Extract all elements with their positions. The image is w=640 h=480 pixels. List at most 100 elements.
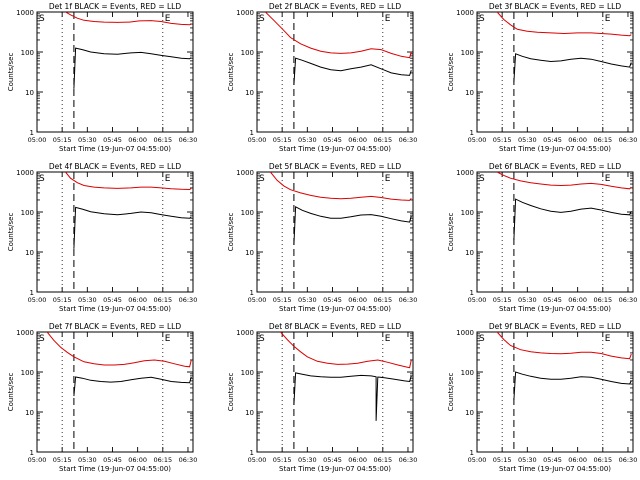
x-tick-label: 06:00 [348,136,367,144]
lld-series-line [65,172,192,191]
panel-title: Det 1f BLACK = Events, RED = LLD [49,2,182,11]
y-tick-label: 10 [25,249,34,257]
y-tick-label: 1 [30,449,34,457]
y-axis-label: Counts/sec [447,53,455,92]
y-tick-label: 1 [470,449,474,457]
panel-title: Det 2f BLACK = Events, RED = LLD [269,2,402,11]
x-tick-label: 06:30 [399,296,418,304]
x-tick-label: 05:45 [323,136,342,144]
y-tick-label: 1 [30,129,34,137]
panel-9: 1 10 100 1000 05:00 05:15 05:30 05:45 06:00 06:15… [447,322,637,473]
y-tick-label: 1 [250,129,254,137]
end-marker: E [385,174,391,184]
x-tick-label: 05:15 [53,136,72,144]
panel-title: Det 6f BLACK = Events, RED = LLD [489,162,622,171]
lld-series-line [496,172,632,190]
y-tick-label: 1000 [456,329,474,337]
plot-frame [36,331,194,453]
y-tick-label: 10 [465,409,474,417]
start-marker: S [259,174,265,184]
lld-series-line [496,12,632,37]
x-tick-label: 06:15 [373,296,392,304]
x-tick-label: 05:30 [298,296,317,304]
x-tick-label: 05:30 [518,296,537,304]
x-tick-label: 05:30 [518,456,537,464]
start-marker: S [39,14,45,24]
x-tick-label: 05:45 [543,456,562,464]
plot-frame [476,11,634,133]
plot-frame [256,171,414,293]
x-tick-label: 06:30 [619,296,638,304]
x-tick-label: 05:00 [248,136,267,144]
y-axis-label: Counts/sec [447,213,455,252]
events-series-line [513,53,632,82]
x-axis-label: Start Time (19-Jun-07 04:55:00) [499,305,611,313]
x-axis-label: Start Time (19-Jun-07 04:55:00) [279,145,391,153]
x-tick-label: 05:30 [78,456,97,464]
y-axis-label: Counts/sec [447,373,455,412]
x-tick-label: 06:15 [593,456,612,464]
start-marker: S [39,174,45,184]
x-axis-label: Start Time (19-Jun-07 04:55:00) [499,465,611,473]
x-tick-label: 05:15 [493,136,512,144]
x-tick-label: 05:30 [298,136,317,144]
y-tick-label: 1000 [236,169,254,177]
events-series-line [73,47,192,89]
y-tick-label: 10 [25,89,34,97]
y-tick-label: 100 [21,209,34,217]
events-series-line [73,376,192,397]
x-tick-label: 06:15 [153,296,172,304]
y-axis-label: Counts/sec [227,213,235,252]
y-tick-label: 1 [30,289,34,297]
x-axis-label: Start Time (19-Jun-07 04:55:00) [499,145,611,153]
y-tick-label: 1000 [16,329,34,337]
start-marker: S [479,334,485,344]
y-axis-label: Counts/sec [7,373,15,412]
lld-series-line [496,332,632,360]
plot-frame [36,171,194,293]
plot-frame [36,11,194,133]
y-tick-label: 1000 [456,169,474,177]
x-axis-label: Start Time (19-Jun-07 04:55:00) [59,465,171,473]
y-tick-label: 100 [461,209,474,217]
x-axis-label: Start Time (19-Jun-07 04:55:00) [59,305,171,313]
lld-series-line [46,332,192,368]
y-tick-label: 10 [245,409,254,417]
x-tick-label: 05:00 [248,296,267,304]
y-tick-label: 1 [250,449,254,457]
panel-title: Det 7f BLACK = Events, RED = LLD [49,322,182,331]
panel-title: Det 8f BLACK = Events, RED = LLD [269,322,402,331]
y-axis-label: Counts/sec [227,53,235,92]
y-tick-label: 100 [21,49,34,57]
panel-7: 1 10 100 1000 05:00 05:15 05:30 05:45 06:00 06:15… [7,322,197,473]
plot-frame [256,331,414,453]
events-series-line [73,206,192,249]
x-tick-label: 06:00 [128,136,147,144]
x-tick-label: 06:15 [373,136,392,144]
x-tick-label: 06:15 [593,296,612,304]
events-series-line [513,371,632,401]
x-tick-label: 06:00 [568,296,587,304]
x-tick-label: 06:15 [593,136,612,144]
x-tick-label: 06:00 [568,456,587,464]
x-tick-label: 05:15 [273,456,292,464]
end-marker: E [605,334,611,344]
x-tick-label: 06:30 [179,456,198,464]
panel-6: 1 10 100 1000 05:00 05:15 05:30 05:45 06:00 06:15… [447,162,637,313]
x-tick-label: 05:00 [28,456,47,464]
y-tick-label: 10 [465,249,474,257]
panel-3: 1 10 100 1000 05:00 05:15 05:30 05:45 06:00 06:15… [447,2,637,153]
end-marker: E [385,334,391,344]
panel-2: 1 10 100 1000 05:00 05:15 05:30 05:45 06:00 06:15… [227,2,417,153]
plot-frame [476,171,634,293]
y-tick-label: 100 [21,369,34,377]
x-tick-label: 06:15 [373,456,392,464]
x-tick-label: 05:45 [543,296,562,304]
y-tick-label: 1000 [16,169,34,177]
events-series-line [293,372,412,421]
x-axis-label: Start Time (19-Jun-07 04:55:00) [279,465,391,473]
x-tick-label: 06:30 [619,456,638,464]
y-tick-label: 1000 [236,9,254,17]
